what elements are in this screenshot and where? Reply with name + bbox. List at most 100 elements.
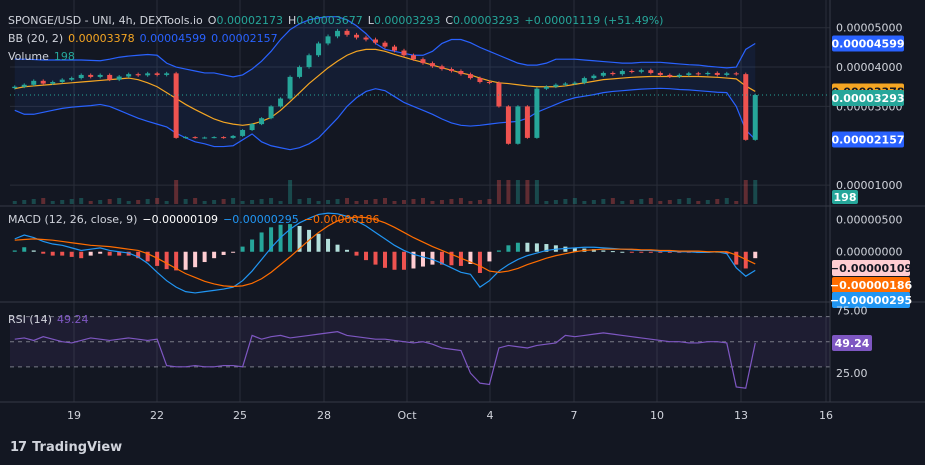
candle xyxy=(287,75,293,100)
macd-histogram-bar xyxy=(31,250,36,252)
volume-bar xyxy=(259,199,264,204)
macd-histogram-bar xyxy=(515,242,520,252)
open-value: 0.00002173 xyxy=(216,14,283,27)
volume-bar xyxy=(364,200,369,204)
candle-body xyxy=(268,106,274,119)
volume-bar xyxy=(401,200,406,204)
candle-body xyxy=(581,78,587,83)
volume-bar xyxy=(591,200,596,204)
macd-histogram-bar xyxy=(136,251,141,259)
candle-body xyxy=(164,73,170,75)
candle xyxy=(40,79,46,85)
volume-bar xyxy=(240,201,245,204)
volume-bar xyxy=(734,201,739,204)
volume-bar xyxy=(515,180,520,204)
candle xyxy=(107,73,113,82)
macd-histogram-bar xyxy=(107,251,112,256)
candle-body xyxy=(145,73,151,76)
volume-bar xyxy=(202,201,207,204)
candle-body xyxy=(429,63,435,67)
candle xyxy=(401,48,407,57)
candle xyxy=(363,35,369,42)
x-tick-label: 25 xyxy=(233,409,247,422)
candle xyxy=(325,34,331,46)
bb-basis-line xyxy=(14,48,756,126)
candle xyxy=(382,40,388,49)
macd-histogram-bar xyxy=(12,250,17,252)
candle xyxy=(145,71,151,77)
candle-body xyxy=(467,74,473,79)
macd-histogram-bar xyxy=(734,251,739,265)
macd-histogram-label-bg xyxy=(832,260,910,276)
candle-body xyxy=(306,55,312,68)
macd-histogram-bar xyxy=(50,251,55,256)
tradingview-brand[interactable]: 17 TradingView xyxy=(10,440,122,455)
bb-upper-line xyxy=(14,16,756,78)
candle xyxy=(591,74,597,80)
candle xyxy=(154,71,160,77)
candle xyxy=(648,68,654,75)
bb-label: BB (20, 2) xyxy=(8,32,64,45)
macd-histogram-bar xyxy=(477,251,482,273)
last-price-label: 0.00003293 xyxy=(831,92,904,105)
macd-histogram-bar xyxy=(468,251,473,264)
volume-bar xyxy=(696,201,701,204)
macd-signal-label-bg xyxy=(832,277,910,293)
volume-bar xyxy=(269,198,274,204)
macd-histogram-bar xyxy=(724,251,729,254)
candle xyxy=(600,71,606,78)
candle xyxy=(410,53,416,61)
candle-body xyxy=(116,76,122,80)
volume-bar xyxy=(22,200,27,204)
macd-histogram-bar xyxy=(629,251,634,253)
candle-body xyxy=(391,46,397,51)
volume-bar xyxy=(41,198,46,204)
macd-histogram-bar xyxy=(98,251,103,254)
candle-body xyxy=(31,80,37,85)
volume-bar xyxy=(12,201,17,204)
candle-body xyxy=(173,73,179,138)
macd-histogram-bar xyxy=(259,232,264,252)
volume-bar xyxy=(411,199,416,204)
rsi-tick-label: 75.00 xyxy=(836,304,868,317)
candle-body xyxy=(344,30,350,35)
candle xyxy=(278,97,284,108)
volume-bar xyxy=(677,199,682,204)
x-tick-label: 10 xyxy=(650,409,664,422)
volume-bar xyxy=(250,200,255,204)
volume-bar xyxy=(468,201,473,204)
brand-name: TradingView xyxy=(32,440,123,455)
candle xyxy=(534,87,540,139)
volume-bar xyxy=(715,199,720,204)
candle-body xyxy=(382,42,388,47)
volume-bar xyxy=(420,198,425,204)
bb-upper-label-bg xyxy=(832,35,904,52)
last-price-label-bg xyxy=(832,89,904,106)
bb-upper-value: 0.00004599 xyxy=(139,32,207,45)
macd-histogram-bar xyxy=(753,251,758,259)
candle-body xyxy=(600,72,606,76)
candle xyxy=(714,71,720,77)
volume-bar xyxy=(107,199,112,204)
candle-body xyxy=(97,74,103,77)
macd-histogram-bar xyxy=(373,251,378,265)
bb-legend: BB (20, 2) 0.00003378 0.00004599 0.00002157 xyxy=(8,32,283,45)
candle-body xyxy=(135,74,141,76)
volume-bar xyxy=(60,200,65,204)
volume-bar xyxy=(572,198,577,204)
candle xyxy=(724,71,730,77)
candle-body xyxy=(591,75,597,79)
candle xyxy=(221,136,227,139)
macd-histogram-bar xyxy=(41,251,46,254)
candle-body xyxy=(410,55,416,60)
candle-body xyxy=(752,94,758,140)
volume-bar xyxy=(221,199,226,204)
price-pane xyxy=(10,16,830,204)
candle-body xyxy=(40,80,46,84)
candle-body xyxy=(21,84,27,87)
candle xyxy=(164,71,170,77)
bb-lower-value: 0.00002157 xyxy=(211,32,278,45)
candle xyxy=(335,28,341,39)
volume-bar xyxy=(629,200,634,204)
rsi-value-label: 49.24 xyxy=(835,337,870,350)
